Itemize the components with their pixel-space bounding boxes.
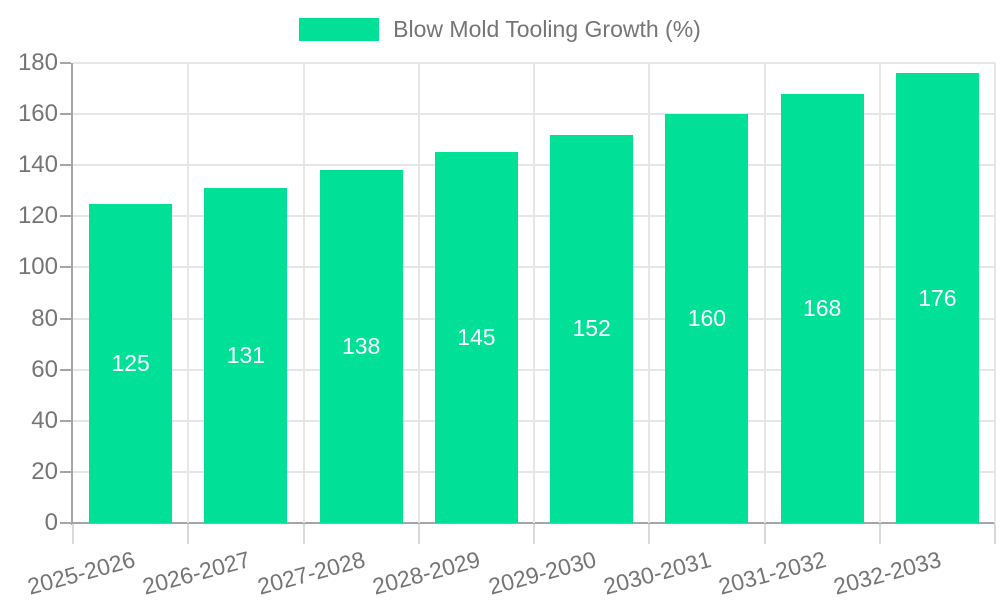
legend[interactable]: Blow Mold Tooling Growth (%) <box>0 16 1000 43</box>
legend-label: Blow Mold Tooling Growth (%) <box>393 16 701 42</box>
y-axis-tick <box>60 164 71 167</box>
y-axis-tick <box>60 113 71 116</box>
bar[interactable]: 168 <box>780 93 864 523</box>
gridline-vertical <box>187 63 190 523</box>
y-axis-line <box>71 63 73 525</box>
x-axis-label: 2030-2031 <box>600 546 714 600</box>
y-axis-label: 120 <box>17 202 58 230</box>
x-axis-tick <box>72 524 74 544</box>
gridline-vertical <box>648 63 651 523</box>
bar-value-label: 138 <box>341 333 381 360</box>
bar[interactable]: 145 <box>434 152 518 523</box>
legend-swatch <box>299 18 380 41</box>
gridline-vertical <box>302 63 305 523</box>
x-axis-label: 2028-2029 <box>370 546 484 600</box>
gridline-vertical <box>994 63 996 523</box>
x-axis-tick <box>302 524 305 544</box>
gridline-vertical <box>763 63 766 523</box>
x-axis-tick <box>648 524 651 544</box>
x-axis-label: 2025-2026 <box>24 546 138 600</box>
x-axis-label: 2029-2030 <box>485 546 599 600</box>
bar-value-label: 152 <box>572 315 611 342</box>
x-axis-tick <box>994 524 996 544</box>
gridline-vertical <box>878 63 881 523</box>
x-axis-tick <box>763 524 766 544</box>
bar-value-label: 160 <box>687 305 727 332</box>
bar-value-label: 145 <box>457 324 496 351</box>
plot-area: 0 20 40 60 80 100 120 140 160 180 125 2025-2026 131 2… <box>18 49 996 600</box>
bar-value-label: 168 <box>802 294 842 321</box>
bar[interactable]: 176 <box>895 73 979 523</box>
y-axis-label: 80 <box>31 304 58 332</box>
y-axis-tick <box>60 266 71 269</box>
bar-value-label: 131 <box>226 342 266 369</box>
bar[interactable]: 152 <box>550 134 634 523</box>
y-axis-tick <box>60 62 71 64</box>
x-axis-label: 2026-2027 <box>139 546 253 600</box>
x-axis-line <box>71 522 995 524</box>
y-axis-tick <box>60 368 71 371</box>
bar[interactable]: 138 <box>319 170 403 523</box>
y-axis-label: 140 <box>17 151 58 179</box>
gridline-vertical <box>417 63 420 523</box>
bar[interactable]: 125 <box>89 203 173 523</box>
y-axis-tick <box>60 470 71 473</box>
x-axis-label: 2032-2033 <box>831 546 945 600</box>
y-axis-label: 20 <box>31 457 58 485</box>
y-axis-label: 100 <box>17 253 58 281</box>
bar[interactable]: 131 <box>204 188 288 523</box>
gridline-vertical <box>533 63 535 523</box>
y-axis-tick <box>60 522 71 524</box>
y-axis-label: 60 <box>31 355 58 383</box>
y-axis-tick <box>60 215 71 218</box>
x-axis-label: 2027-2028 <box>254 546 368 600</box>
y-axis-label: 0 <box>44 509 58 536</box>
bar-value-label: 176 <box>918 284 957 311</box>
y-axis-label: 40 <box>31 406 58 434</box>
bar[interactable]: 160 <box>665 114 749 523</box>
y-axis-label: 160 <box>17 100 58 128</box>
bar-value-label: 125 <box>111 349 150 376</box>
y-axis-tick <box>60 317 71 320</box>
y-axis-tick <box>60 419 71 422</box>
x-axis-tick <box>187 524 190 544</box>
x-axis-tick <box>417 524 420 544</box>
x-axis-tick <box>878 524 881 544</box>
x-axis-label: 2031-2032 <box>715 546 829 600</box>
y-axis-label: 180 <box>17 49 58 76</box>
x-axis-tick <box>533 524 535 544</box>
